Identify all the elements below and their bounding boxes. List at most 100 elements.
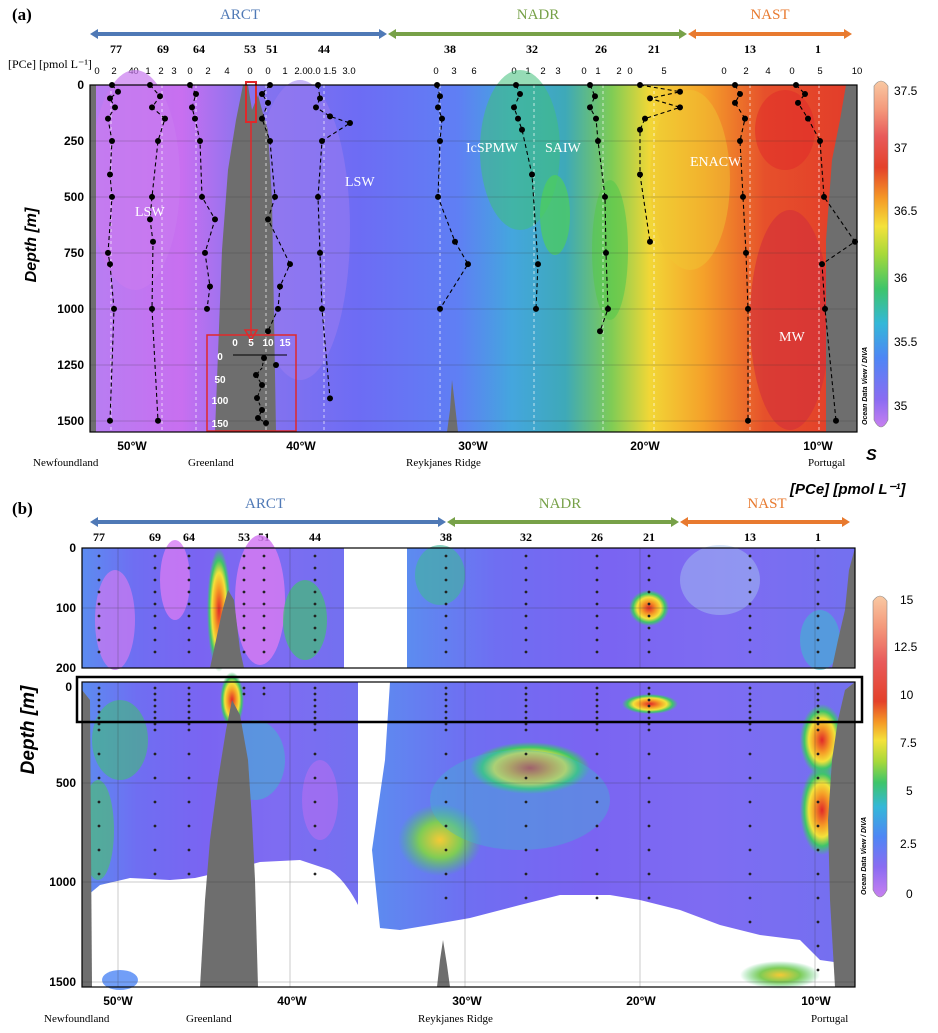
station-label: 77 <box>93 530 105 544</box>
profile-tick: 0 <box>265 66 270 77</box>
sample-dot <box>595 554 599 558</box>
station-label: 21 <box>648 42 660 56</box>
sample-dot <box>313 650 317 654</box>
inset-dot <box>259 382 265 388</box>
sample-dot <box>242 614 246 618</box>
profile-tick: 1 <box>525 66 530 77</box>
concentration-profile-dot <box>743 249 749 256</box>
inset-y-tick: 0 <box>217 352 223 363</box>
profile-tick: 2 <box>616 66 621 77</box>
sample-dot <box>595 590 599 594</box>
inset-dot <box>255 415 261 421</box>
colorbar-b-bar <box>872 595 888 898</box>
sample-dot <box>647 626 651 630</box>
panel-b-label: (b) <box>12 499 33 518</box>
x-tick: 30°W <box>452 994 482 1008</box>
sample-dot <box>97 848 101 852</box>
sample-dot <box>313 704 317 708</box>
sample-dot <box>748 602 752 606</box>
sample-dot <box>153 686 157 690</box>
sample-dot <box>816 968 820 972</box>
sample-dot <box>647 554 651 558</box>
panel-a-profile-dots <box>105 82 858 424</box>
concentration-profile-line <box>639 84 682 242</box>
panel-b-colorbar: 15 12.5 10 7.5 5 2.5 0 Ocean Data View /… <box>861 593 918 901</box>
concentration-profile-dot <box>533 305 539 312</box>
sample-dot <box>444 650 448 654</box>
sample-dot <box>524 566 528 570</box>
concentration-profile-dot <box>517 90 523 97</box>
profile-tick: 0 <box>721 66 726 77</box>
sample-dot <box>97 566 101 570</box>
sample-dot <box>595 824 599 828</box>
concentration-profile-dot <box>107 417 113 424</box>
sample-dot <box>748 872 752 876</box>
sample-dot <box>816 614 820 618</box>
sample-dot <box>524 650 528 654</box>
sample-dot <box>647 896 651 900</box>
sample-dot <box>595 872 599 876</box>
profile-tick: 1 <box>595 66 600 77</box>
sample-dot <box>262 554 266 558</box>
station-label: 38 <box>444 42 456 56</box>
sample-dot <box>444 752 448 756</box>
concentration-profile-dot <box>147 216 153 223</box>
water-mass-label: LSW <box>345 175 375 190</box>
sample-dot <box>444 716 448 720</box>
profile-tick: 3.0 <box>342 66 355 77</box>
concentration-profile-dot <box>805 115 811 122</box>
upper-grid <box>82 548 855 668</box>
station-label: 32 <box>526 42 538 56</box>
place-label: Portugal <box>808 457 845 469</box>
conc-hotspot <box>470 742 590 794</box>
salinity-high-patch <box>750 210 830 430</box>
sample-dot <box>187 554 191 558</box>
inset-y-tick: 100 <box>212 396 229 407</box>
sample-dot <box>313 722 317 726</box>
sample-dot <box>816 776 820 780</box>
colorbar-tick: 0 <box>906 887 913 901</box>
y-tick: 500 <box>64 190 84 204</box>
sample-dot <box>242 602 246 606</box>
concentration-profile-dot <box>795 99 801 106</box>
concentration-profile-dot <box>435 104 441 111</box>
x-tick: 10°W <box>801 994 831 1008</box>
concentration-profile-dot <box>287 261 293 268</box>
sample-dot <box>748 716 752 720</box>
conc-hotspot <box>622 694 678 714</box>
sample-dot <box>816 578 820 582</box>
sample-dot <box>187 566 191 570</box>
concentration-profile-dot <box>745 305 751 312</box>
sample-dot <box>187 602 191 606</box>
sample-dot <box>816 650 820 654</box>
station-label: 32 <box>520 530 532 544</box>
concentration-profile-dot <box>647 95 653 102</box>
sample-dot <box>97 602 101 606</box>
concentration-profile-dot <box>111 305 117 312</box>
concentration-profile-dot <box>149 305 155 312</box>
concentration-profile-dot <box>319 305 325 312</box>
station-label: 26 <box>591 530 603 544</box>
sample-dot <box>97 776 101 780</box>
station-label: 69 <box>157 42 169 56</box>
water-mass-label: SAIW <box>545 141 582 156</box>
sample-dot <box>524 872 528 876</box>
sample-dot <box>748 626 752 630</box>
concentration-profile-dot <box>199 193 205 200</box>
lower-frame <box>81 681 856 988</box>
concentration-profile-dot <box>115 88 121 95</box>
y-tick: 1500 <box>49 975 76 989</box>
sample-dot <box>647 752 651 756</box>
sample-dot <box>242 578 246 582</box>
sample-dot <box>187 824 191 828</box>
sample-dot <box>97 704 101 708</box>
concentration-profile-dot <box>193 90 199 97</box>
concentration-profile-dot <box>605 305 611 312</box>
profile-tick: 2 <box>111 66 116 77</box>
topography-ridge-b <box>437 940 450 987</box>
colorbar-tick: 15 <box>900 593 914 607</box>
concentration-profile-dot <box>465 261 471 268</box>
conc-patch <box>283 580 327 660</box>
sample-dot <box>647 698 651 702</box>
sample-dot <box>187 728 191 732</box>
